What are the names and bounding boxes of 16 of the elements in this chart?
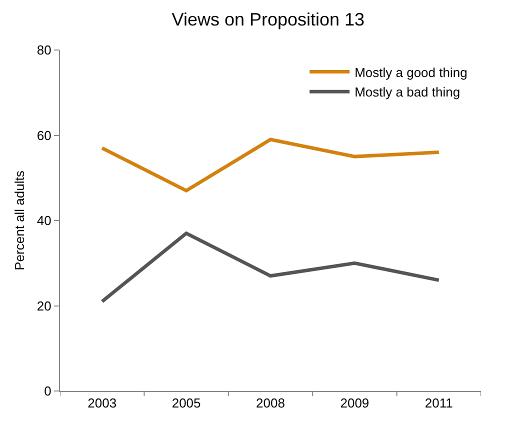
x-tick-label: 2011 <box>424 396 453 411</box>
y-tick-label: 60 <box>36 128 52 143</box>
legend-label: Mostly a bad thing <box>354 84 460 100</box>
x-tick-label: 2009 <box>340 396 370 411</box>
x-tick-label: 2008 <box>256 396 285 411</box>
x-tick-label: 2003 <box>88 396 117 411</box>
y-axis-title: Percent all adults <box>12 170 27 270</box>
x-tick-label: 2005 <box>172 396 201 411</box>
line-series <box>100 138 441 192</box>
legend-label: Mostly a good thing <box>354 64 468 80</box>
y-tick-label: 40 <box>36 213 52 228</box>
chart-title: Views on Proposition 13 <box>172 9 365 30</box>
line-series <box>100 232 441 304</box>
y-tick-label: 80 <box>36 42 52 58</box>
y-tick-label: 20 <box>36 298 52 314</box>
y-tick-label: 0 <box>44 384 52 399</box>
